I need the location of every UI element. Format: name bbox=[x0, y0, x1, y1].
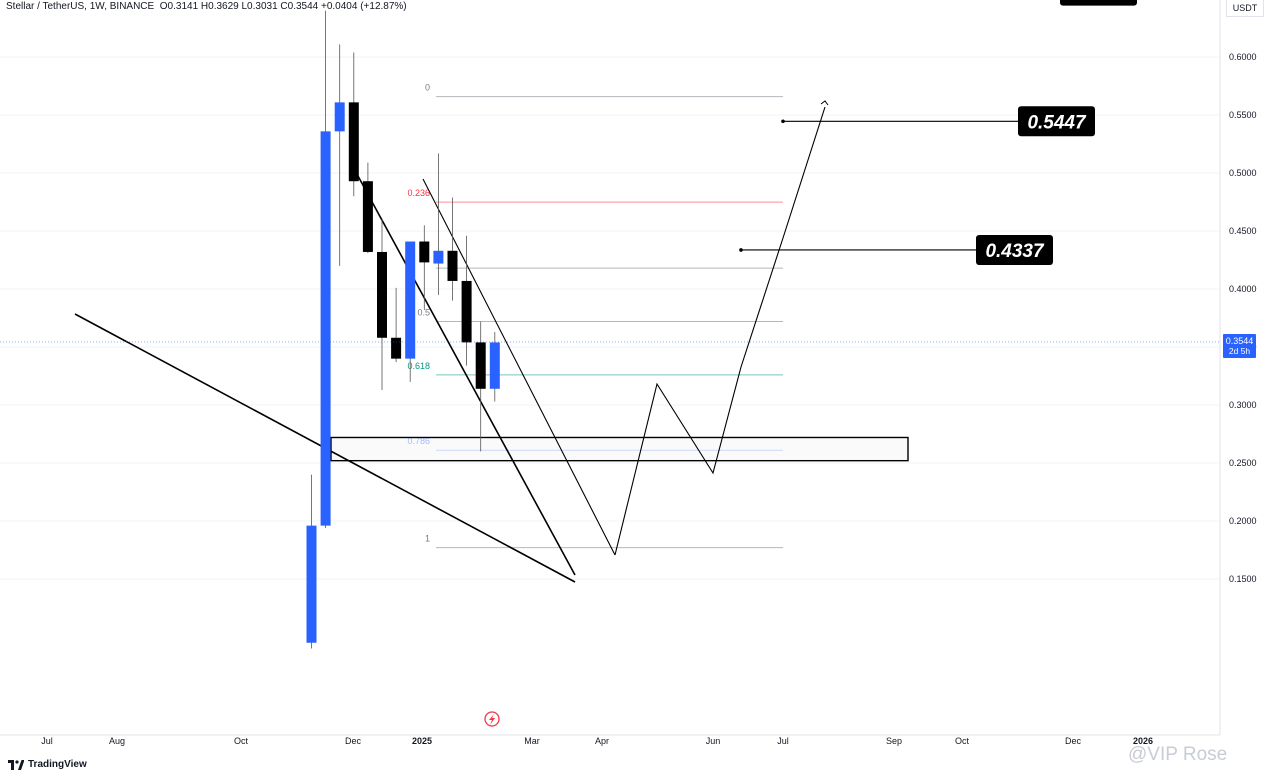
target-badge-2 bbox=[976, 234, 1053, 265]
candle-8 bbox=[419, 225, 430, 310]
price-tick-9: 0.2500 bbox=[1229, 458, 1257, 468]
time-tick-9: Sep bbox=[886, 736, 902, 746]
price-targets[interactable]: 0.6574 0.5447 0.4337 bbox=[739, 0, 1137, 265]
candle-7 bbox=[405, 241, 416, 382]
watermark-label: @VIP Rose bbox=[1128, 744, 1228, 765]
candle-9 bbox=[433, 153, 444, 295]
fib-label-0: 0 bbox=[425, 83, 430, 93]
support-zone-rectangle[interactable] bbox=[330, 436, 909, 462]
price-target-2: 0.4337 bbox=[739, 234, 1053, 265]
candle-2 bbox=[334, 44, 345, 266]
time-tick-12: 2026 bbox=[1133, 736, 1153, 746]
candle-body-9 bbox=[433, 250, 444, 264]
projection-parallel-line bbox=[422, 178, 616, 556]
lightning-icon[interactable] bbox=[484, 711, 500, 727]
last-price-value: 0.3544 bbox=[1226, 336, 1254, 346]
tradingview-icon bbox=[8, 759, 24, 770]
price-tick-10: 0.2000 bbox=[1229, 516, 1257, 526]
target-badge-1 bbox=[1018, 106, 1095, 137]
target-label-2: 0.4337 bbox=[985, 241, 1045, 262]
candle-body-8 bbox=[419, 241, 430, 263]
candle-body-7 bbox=[405, 241, 416, 359]
price-tick-4: 0.5000 bbox=[1229, 168, 1257, 178]
target-label-1: 0.5447 bbox=[1027, 112, 1087, 133]
last-price-badge bbox=[1223, 333, 1256, 358]
currency-button[interactable]: USDT bbox=[1226, 0, 1264, 17]
candle-body-12 bbox=[475, 342, 486, 389]
time-tick-1: Aug bbox=[109, 736, 125, 746]
price-tick-6: 0.4000 bbox=[1229, 284, 1257, 294]
time-tick-0: Jul bbox=[41, 736, 53, 746]
target-label-0: 0.6574 bbox=[1069, 0, 1128, 3]
time-tick-6: Apr bbox=[595, 736, 609, 746]
candle-1 bbox=[320, 10, 331, 528]
projection-arrowhead bbox=[820, 100, 829, 106]
price-axis[interactable]: 0.70000.65000.60000.55000.50000.45000.40… bbox=[1219, 0, 1257, 735]
price-tick-5: 0.4500 bbox=[1229, 226, 1257, 236]
tradingview-logo[interactable]: TradingView bbox=[8, 759, 87, 770]
time-tick-10: Oct bbox=[955, 736, 970, 746]
candle-12 bbox=[475, 321, 486, 452]
fib-label-3: 0.5 bbox=[417, 308, 430, 318]
projection-path[interactable] bbox=[614, 100, 829, 556]
price-tick-2: 0.6000 bbox=[1229, 52, 1257, 62]
candle-body-10 bbox=[447, 250, 458, 281]
fib-label-1: 0.236 bbox=[407, 188, 430, 198]
time-tick-7: Jun bbox=[706, 736, 721, 746]
candle-13 bbox=[489, 331, 500, 402]
ohlc-values: O0.3141 H0.3629 L0.3031 C0.3544 +0.0404 … bbox=[159, 1, 407, 12]
price-tick-8: 0.3000 bbox=[1229, 400, 1257, 410]
projection-zigzag bbox=[614, 106, 826, 556]
candle-body-11 bbox=[461, 280, 472, 343]
price-tick-11: 0.1500 bbox=[1229, 574, 1257, 584]
tradingview-brand: TradingView bbox=[28, 759, 87, 770]
fib-label-4: 0.618 bbox=[407, 361, 430, 371]
candle-body-5 bbox=[377, 251, 387, 338]
target-anchor-2 bbox=[739, 248, 743, 252]
price-target-1: 0.5447 bbox=[781, 106, 1095, 137]
target-badge-0 bbox=[1060, 0, 1137, 6]
price-grid bbox=[0, 56, 1220, 580]
symbol-title: Stellar / TetherUS, 1W, BINANCE bbox=[6, 1, 155, 12]
time-tick-3: Dec bbox=[345, 736, 362, 746]
candle-body-13 bbox=[489, 342, 500, 389]
time-tick-5: Mar bbox=[524, 736, 540, 746]
candlestick-series bbox=[306, 10, 500, 649]
candle-10 bbox=[447, 197, 458, 301]
candle-body-2 bbox=[334, 102, 345, 132]
candle-body-4 bbox=[362, 181, 373, 252]
symbol-header: Stellar / TetherUS, 1W, BINANCE O0.3141 … bbox=[6, 1, 407, 12]
candle-body-0 bbox=[306, 525, 317, 643]
time-tick-11: Dec bbox=[1065, 736, 1082, 746]
time-tick-8: Jul bbox=[777, 736, 789, 746]
watermark-text: @VIP Rose bbox=[1128, 744, 1227, 766]
time-axis[interactable]: Jul Aug Oct Dec 2025 Mar Apr Jun Jul Sep Oct Dec 202… bbox=[0, 734, 1220, 746]
trendlines[interactable] bbox=[74, 164, 616, 583]
time-tick-2: Oct bbox=[234, 736, 249, 746]
candle-6 bbox=[391, 287, 402, 363]
resistance-trendline bbox=[351, 164, 576, 576]
candle-5 bbox=[377, 219, 387, 390]
candle-3 bbox=[348, 52, 359, 197]
candle-body-3 bbox=[348, 102, 359, 182]
candle-body-6 bbox=[391, 337, 402, 359]
time-tick-4: 2025 bbox=[412, 736, 432, 746]
candle-0 bbox=[306, 474, 317, 649]
candle-body-1 bbox=[320, 131, 331, 526]
target-anchor-1 bbox=[781, 119, 785, 124]
last-price-countdown: 2d 5h bbox=[1229, 346, 1251, 356]
candle-11 bbox=[461, 235, 472, 366]
price-tick-3: 0.5500 bbox=[1229, 110, 1257, 120]
price-target-0: 0.6574 bbox=[1060, 0, 1137, 6]
candle-4 bbox=[362, 162, 373, 254]
fib-label-6: 1 bbox=[425, 534, 430, 544]
